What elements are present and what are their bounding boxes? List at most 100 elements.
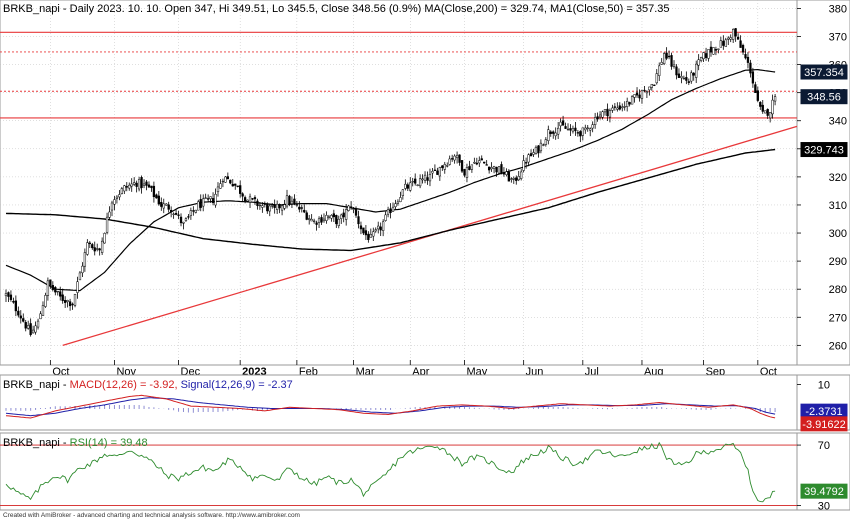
- candle: [54, 286, 57, 296]
- candle: [308, 214, 311, 225]
- candle: [727, 36, 730, 46]
- candle: [342, 208, 345, 223]
- candle: [734, 27, 737, 42]
- candle-body: [98, 248, 101, 251]
- candle: [667, 50, 671, 60]
- candle-body: [372, 231, 375, 237]
- candle: [394, 199, 397, 210]
- candle-body: [349, 206, 353, 208]
- candle: [406, 182, 409, 192]
- candle: [630, 95, 634, 105]
- candle: [598, 111, 602, 120]
- candle: [475, 157, 478, 166]
- candle-body: [766, 109, 769, 116]
- candle: [643, 86, 646, 93]
- candle: [645, 90, 649, 99]
- candle-body: [460, 160, 464, 172]
- candle-body: [391, 206, 395, 212]
- candle-body: [22, 318, 25, 322]
- candle: [771, 94, 774, 119]
- candle-body: [483, 161, 486, 164]
- candle-body: [507, 171, 511, 182]
- candle: [712, 47, 715, 55]
- candle: [749, 59, 752, 78]
- axis-value-label-box: [800, 64, 848, 80]
- candle-body: [732, 28, 735, 40]
- candle-body: [527, 154, 530, 163]
- macd-value-text: MACD(12,26) = -3.92,: [70, 379, 178, 391]
- candle: [236, 185, 239, 188]
- candle-body: [579, 131, 582, 137]
- macd-header: BRKB_napi - MACD(12,26) = -3.92, Signal(1…: [3, 379, 293, 391]
- candle-body: [529, 153, 533, 157]
- candle-body: [616, 107, 619, 110]
- candle-body: [68, 301, 72, 307]
- candle: [764, 110, 767, 114]
- axis-value-label: -2.3731: [800, 403, 848, 419]
- candle: [480, 155, 483, 161]
- candle: [261, 202, 264, 213]
- candle-body: [771, 99, 774, 115]
- candle: [542, 143, 545, 147]
- candle-body: [561, 120, 565, 126]
- candle: [362, 227, 365, 235]
- candle-body: [157, 195, 160, 205]
- candle: [229, 179, 232, 185]
- candle: [209, 196, 212, 203]
- candle-body: [411, 181, 414, 183]
- candle-body: [653, 84, 656, 86]
- candle: [167, 201, 170, 213]
- macd-line: [5, 394, 776, 419]
- candle: [224, 175, 227, 183]
- candle: [59, 286, 62, 301]
- candle: [423, 171, 427, 184]
- candle: [381, 219, 385, 237]
- candle: [399, 191, 402, 203]
- candle-body: [54, 287, 57, 293]
- macd-panel: 10 -2.3731-3.91622 BRKB_napi - MACD(12,2…: [0, 374, 850, 432]
- footer-credit: Created with AmiBroker - advanced charti…: [3, 512, 300, 519]
- candle-body: [544, 139, 547, 145]
- candle-body: [608, 110, 612, 118]
- candle-body: [724, 39, 727, 47]
- candle-body: [4, 293, 8, 297]
- candle-body: [394, 203, 397, 208]
- signal-value-text: Signal(12,26,9) = -2.37: [181, 379, 293, 391]
- axis-value-label-text: 348.56: [807, 92, 841, 104]
- candle-body: [133, 182, 136, 185]
- candle: [759, 101, 762, 110]
- candle: [105, 212, 109, 235]
- candle-body: [248, 196, 252, 203]
- candle: [500, 161, 503, 175]
- candle: [110, 200, 114, 217]
- candle-body: [406, 184, 409, 189]
- candle: [527, 153, 530, 167]
- candle-body: [717, 48, 720, 50]
- candle: [751, 67, 755, 88]
- candle-body: [606, 108, 609, 117]
- candle: [421, 174, 424, 184]
- candle: [704, 47, 708, 61]
- candle-body: [571, 128, 575, 132]
- price-y-tick-label: 270: [829, 312, 847, 324]
- candle-body: [741, 44, 745, 53]
- candle-body: [113, 199, 116, 205]
- candle-body: [219, 183, 222, 189]
- rsi-y-tick-label: 30: [818, 500, 830, 512]
- candle-body: [44, 295, 47, 307]
- candle-body: [243, 197, 247, 202]
- candle: [150, 185, 153, 192]
- candle: [524, 157, 528, 169]
- candle-body: [187, 216, 190, 218]
- candle: [263, 201, 266, 208]
- candle-body: [603, 109, 607, 113]
- candle-body: [115, 196, 119, 199]
- candle: [76, 276, 79, 299]
- candle: [603, 109, 607, 116]
- candle-body: [162, 203, 165, 209]
- candle-body: [369, 234, 372, 238]
- candle-body: [687, 81, 690, 83]
- candle: [51, 281, 54, 292]
- candle: [56, 290, 59, 296]
